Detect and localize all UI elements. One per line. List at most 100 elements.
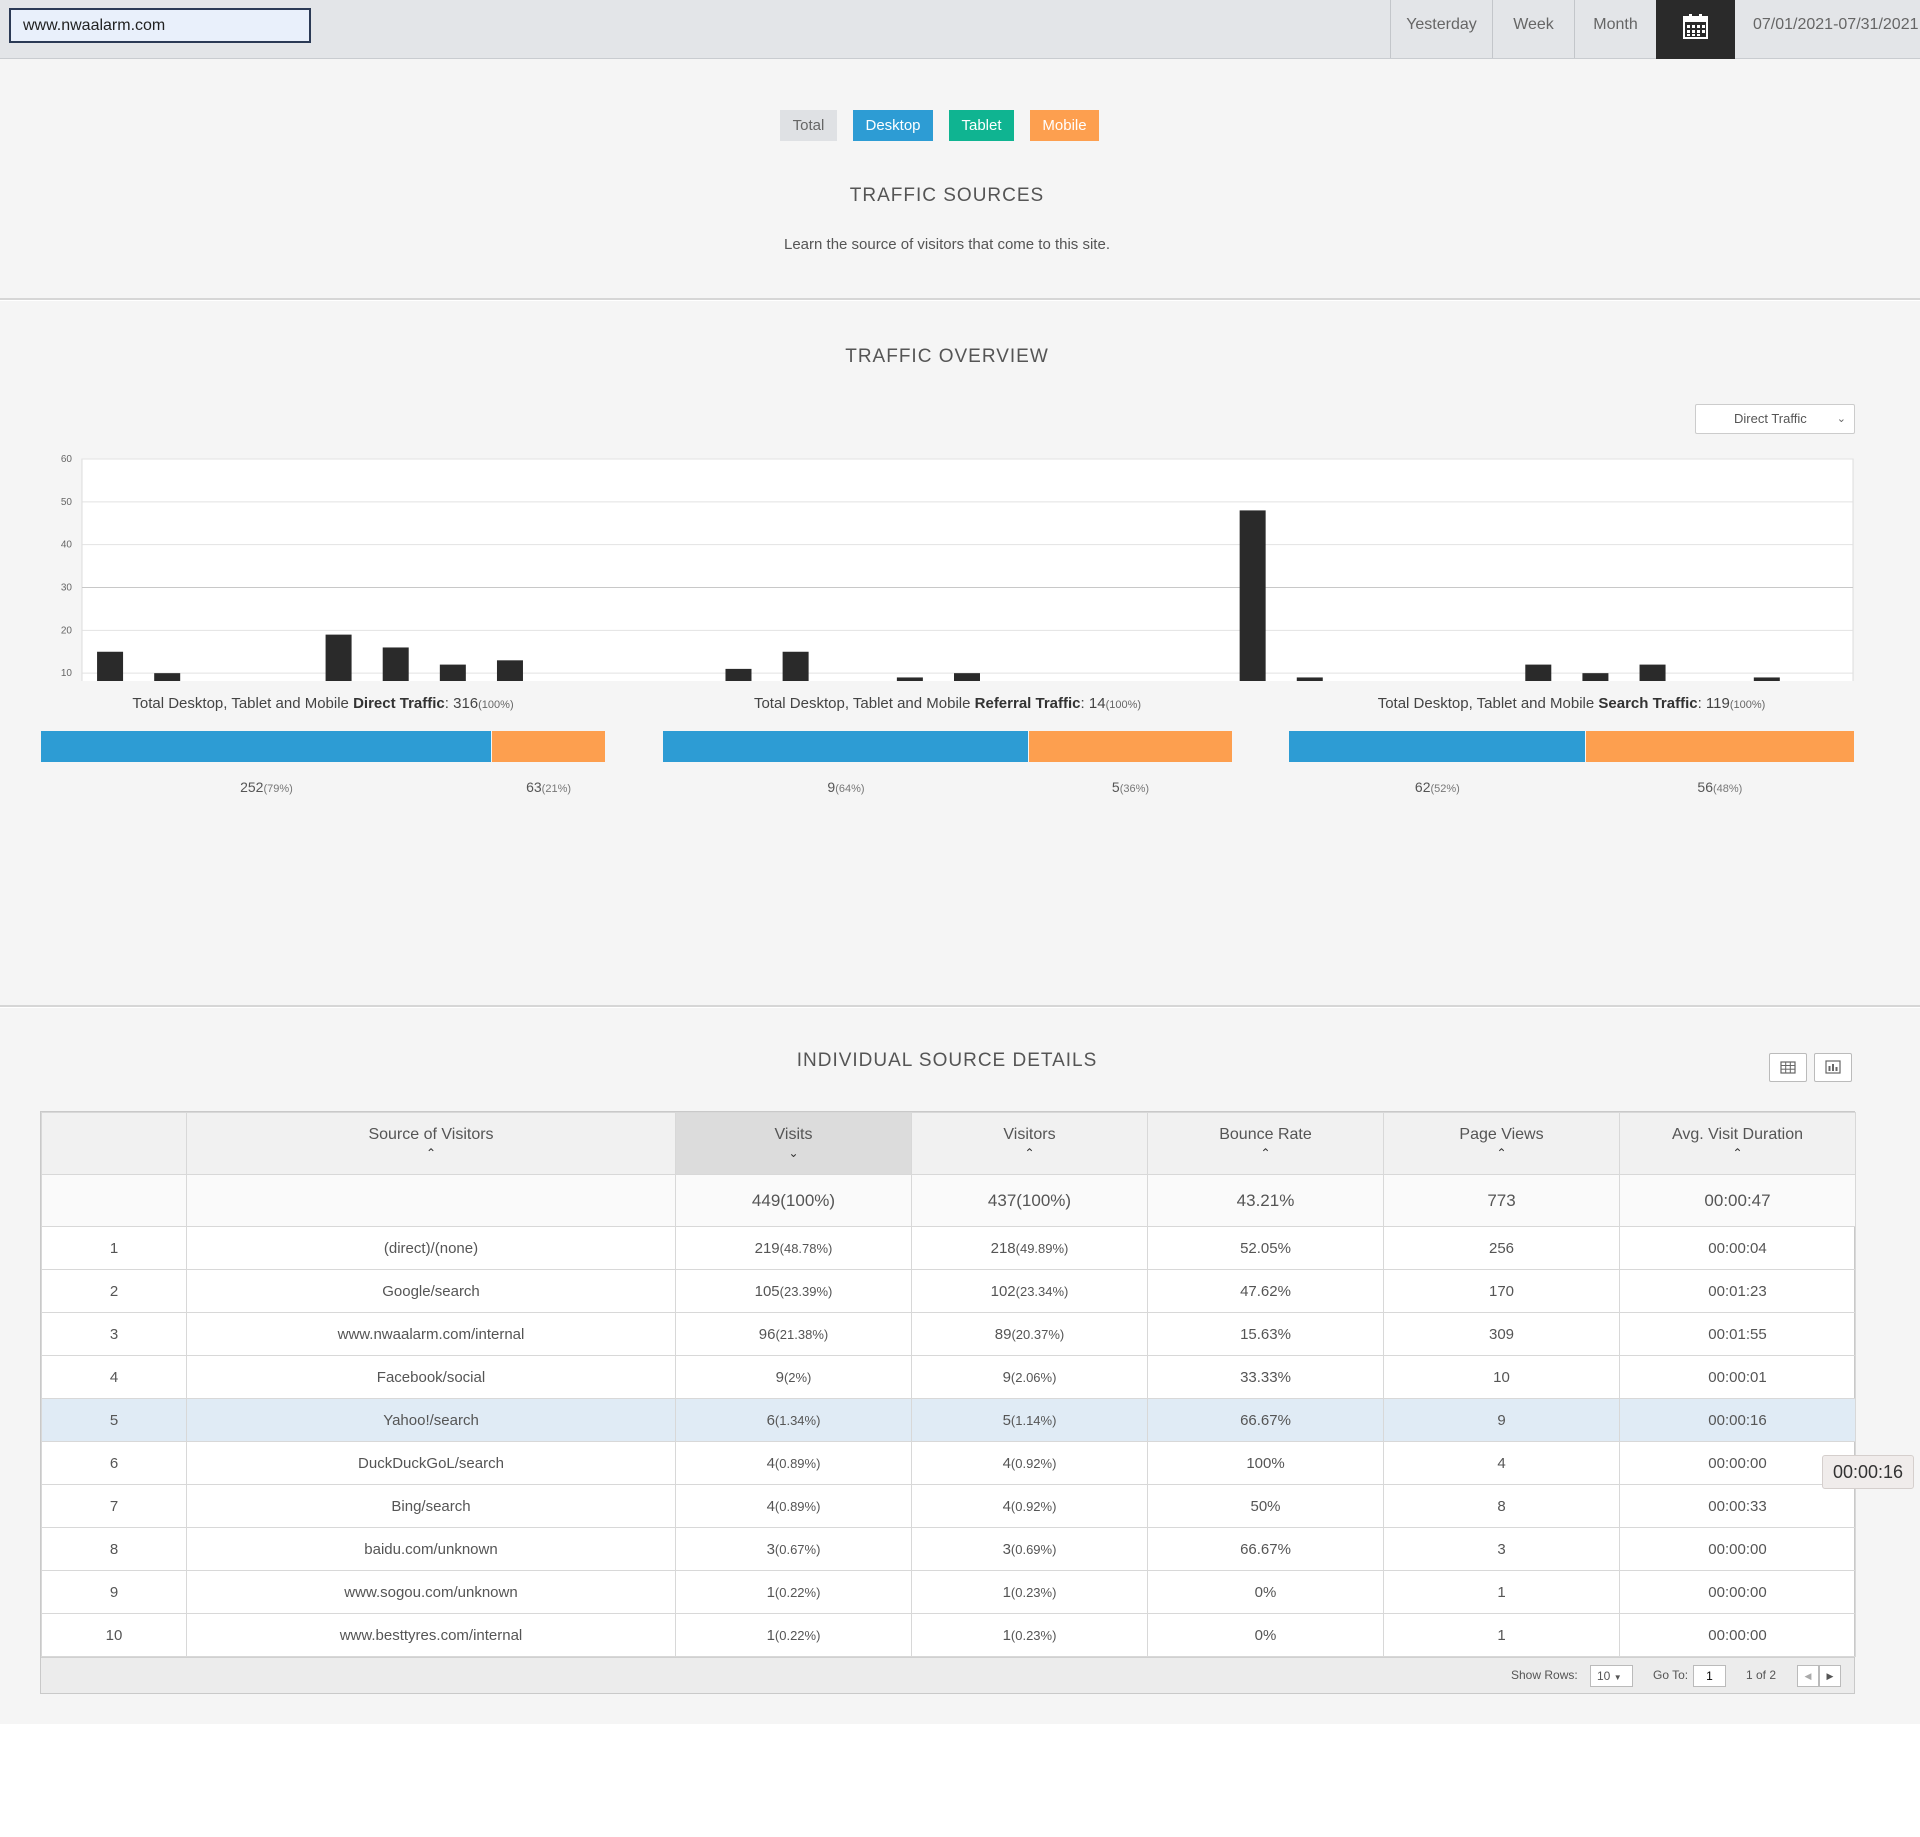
calendar-button[interactable] [1656,0,1735,59]
cell-pageviews: 4 [1383,1441,1620,1485]
date-range-label[interactable]: 07/01/2021-07/31/2021 [1753,16,1919,33]
cell-visits-value: 96 [758,1325,776,1343]
device-total-button[interactable]: Total [780,110,837,141]
cell-visitors-pct-value: (1.14%) [1010,1412,1057,1428]
cell-visitors-pct-value: (0.23%) [1010,1584,1057,1600]
cell-visitors: 3(0.69%) [911,1527,1148,1571]
share-bar [41,731,605,762]
cell-bounce: 0% [1147,1570,1384,1614]
cell-rank: 1 [41,1226,187,1270]
cell-visits: 4(0.89%) [675,1441,912,1485]
source-details-table: Source of Visitors ⌃ Visits ⌄ Visitors ⌃ Bo… [40,1111,1856,1694]
header-source[interactable]: Source of Visitors ⌃ [186,1112,676,1175]
source-details-section: INDIVIDUAL SOURCE DETAILS [0,1008,1920,1724]
table-row[interactable]: 6 DuckDuckGoL/search 4(0.89%) 4(0.92%) 100% 4… [41,1441,1856,1485]
mobile-share-label-pct: (36%) [1119,783,1150,795]
next-page-button[interactable]: ▶ [1819,1665,1841,1687]
show-rows-select[interactable]: 10 ▼ [1590,1665,1633,1687]
month-button[interactable]: Month [1574,0,1656,58]
table-row[interactable]: 10 www.besttyres.com/internal 1(0.22%) 1(0.… [41,1613,1856,1657]
table-view-button[interactable] [1769,1053,1807,1082]
traffic-sources-section: Total Desktop Tablet Mobile TRAFFIC SOUR… [0,59,1920,300]
desktop-share-label-pct: (79%) [263,783,293,795]
cell-visits-value: 9 [775,1368,784,1386]
mobile-share-label: 5(36%) [1112,779,1149,795]
goto-label: Go To: [1653,1668,1689,1682]
cell-bounce: 33.33% [1147,1355,1384,1399]
cell-rank: 6 [41,1441,187,1485]
device-mobile-button[interactable]: Mobile [1030,110,1099,141]
cell-visitors-value: 218 [990,1239,1016,1257]
cell-rank: 5 [41,1398,187,1442]
caret-down-icon: ▼ [1613,1673,1622,1682]
desktop-segment[interactable] [663,731,1028,762]
chart-view-button[interactable] [1814,1053,1852,1082]
cell-duration: 00:00:00 [1619,1527,1856,1571]
goto-page-input[interactable] [1693,1665,1726,1687]
cell-visits-value: 1 [766,1583,775,1601]
totals-pageviews: 773 [1383,1174,1620,1227]
desktop-segment[interactable] [41,731,492,762]
cell-pageviews: 10 [1383,1355,1620,1399]
mobile-share-label-pct: (21%) [541,783,572,795]
cell-visitors: 4(0.92%) [911,1441,1148,1485]
cell-visits-pct-value: (23.39%) [779,1283,833,1299]
table-row[interactable]: 7 Bing/search 4(0.89%) 4(0.92%) 50% 8 00:00:33 [41,1484,1856,1528]
cell-pageviews: 1 [1383,1613,1620,1657]
desktop-share-label: 252(79%) [240,779,293,795]
mobile-segment[interactable] [1028,731,1232,762]
dropdown-label: Direct Traffic [1734,411,1807,426]
cell-visits-value: 219 [754,1239,780,1257]
share-title-value: : 316 [444,695,479,712]
table-row[interactable]: 2 Google/search 105(23.39%) 102(23.34%) 47.6… [41,1269,1856,1313]
table-row[interactable]: 8 baidu.com/unknown 3(0.67%) 3(0.69%) 66.67%… [41,1527,1856,1571]
header-page-views[interactable]: Page Views ⌃ [1383,1112,1620,1175]
header-visits[interactable]: Visits ⌄ [675,1112,912,1175]
cell-visitors-value: 3 [1002,1540,1011,1558]
cell-duration: 00:00:00 [1619,1441,1856,1485]
cell-visits: 105(23.39%) [675,1269,912,1313]
traffic-type-dropdown[interactable]: Direct Traffic ⌄ [1695,404,1855,434]
mobile-segment[interactable] [1585,731,1854,762]
cell-visits: 1(0.22%) [675,1570,912,1614]
sort-up-icon: ⌃ [1732,1146,1743,1160]
table-row[interactable]: 4 Facebook/social 9(2%) 9(2.06%) 33.33% 10 00:… [41,1355,1856,1399]
cell-visitors: 1(0.23%) [911,1613,1148,1657]
share-title-prefix: Total Desktop, Tablet and Mobile [753,695,975,712]
share-title-type: Search Traffic [1598,695,1698,712]
cell-visits-value: 4 [766,1454,775,1472]
device-desktop-button[interactable]: Desktop [853,110,933,141]
traffic-overview-title: TRAFFIC OVERVIEW [845,346,1049,367]
mobile-segment[interactable] [492,731,605,762]
mobile-share-label: 56(48%) [1697,779,1742,795]
week-button[interactable]: Week [1492,0,1574,58]
cell-bounce: 66.67% [1147,1398,1384,1442]
cell-visitors-pct-value: (20.37%) [1011,1326,1065,1342]
share-title-value: : 119 [1697,695,1730,712]
header-label: Source of Visitors [368,1126,494,1143]
device-tablet-button[interactable]: Tablet [949,110,1014,141]
bar [382,647,409,681]
header-label: Bounce Rate [1219,1126,1312,1143]
desktop-segment[interactable] [1289,731,1585,762]
prev-page-button[interactable]: ◀ [1797,1665,1819,1687]
table-row[interactable]: 3 www.nwaalarm.com/internal 96(21.38%) 89(2… [41,1312,1856,1356]
share-title-value: : 14 [1080,695,1106,712]
cell-source: baidu.com/unknown [186,1527,676,1571]
header-label: Visits [774,1126,813,1143]
header-visitors[interactable]: Visitors ⌃ [911,1112,1148,1175]
table-row[interactable]: 5 Yahoo!/search 6(1.34%) 5(1.14%) 66.67% 9 00:… [41,1398,1856,1442]
cell-visitors: 89(20.37%) [911,1312,1148,1356]
y-tick-label: 10 [61,668,73,679]
cell-visitors-pct-value: (0.92%) [1010,1455,1057,1471]
cell-visits-pct-value: (48.78%) [779,1240,833,1256]
site-url-input[interactable] [9,8,311,43]
bar [954,673,980,681]
header-bounce-rate[interactable]: Bounce Rate ⌃ [1147,1112,1384,1175]
yesterday-button[interactable]: Yesterday [1390,0,1492,58]
header-label: Avg. Visit Duration [1671,1126,1804,1143]
cell-visits-pct-value: (0.89%) [774,1498,821,1514]
header-avg-duration[interactable]: Avg. Visit Duration ⌃ [1619,1112,1856,1175]
table-row[interactable]: 9 www.sogou.com/unknown 1(0.22%) 1(0.23%) 0%… [41,1570,1856,1614]
table-row[interactable]: 1 (direct)/(none) 219(48.78%) 218(49.89%) 52… [41,1226,1856,1270]
